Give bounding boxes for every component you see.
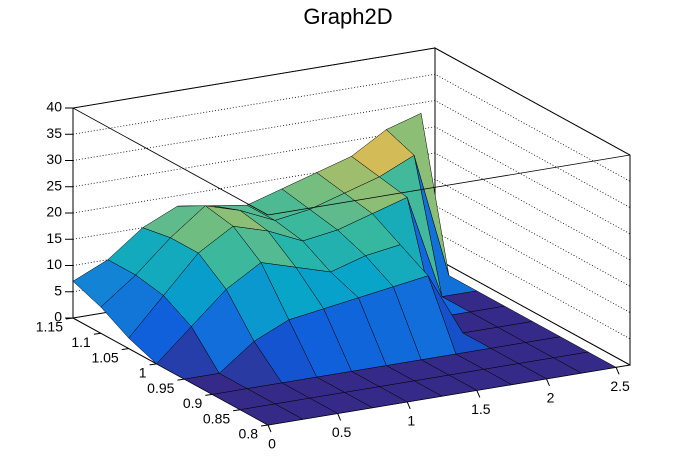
y-tick-label: 1.15 — [36, 319, 63, 335]
x-tick-label: 2 — [547, 390, 555, 406]
x-tick-label: 0 — [268, 436, 276, 452]
y-tick-label: 1 — [139, 365, 147, 381]
y-tick — [121, 348, 129, 351]
y-tick — [205, 393, 213, 396]
x-tick-label: 2.5 — [610, 378, 630, 394]
x-tick-label: 1.5 — [471, 401, 491, 417]
z-tick-label: 15 — [46, 230, 62, 246]
y-tick-label: 0.95 — [147, 380, 174, 396]
y-tick — [177, 378, 185, 381]
z-tick-label: 5 — [54, 282, 62, 298]
box-edge — [72, 107, 269, 216]
grid-line — [72, 100, 631, 208]
grid-line — [72, 152, 631, 261]
x-tick — [476, 390, 481, 398]
z-tick-label: 25 — [46, 177, 62, 193]
x-tick — [406, 401, 411, 410]
z-tick-label: 35 — [46, 125, 62, 141]
z-tick-label: 40 — [46, 99, 62, 115]
grid-line — [72, 73, 631, 182]
y-tick-label: 0.8 — [239, 426, 259, 442]
z-tick-label: 10 — [46, 256, 62, 272]
grid-line — [72, 47, 631, 156]
chart-title: Graph2D — [303, 4, 392, 29]
y-tick-label: 1.05 — [91, 349, 118, 365]
y-tick-label: 0.9 — [183, 395, 203, 411]
z-tick-label: 30 — [46, 151, 62, 167]
grid-line — [72, 178, 631, 287]
x-tick — [615, 367, 620, 375]
z-tick-label: 0 — [54, 309, 62, 325]
surface-cell — [239, 403, 304, 426]
x-tick-label: 0.5 — [332, 424, 352, 440]
y-tick — [260, 424, 269, 427]
y-tick — [93, 332, 101, 335]
y-tick — [233, 409, 241, 412]
x-tick — [267, 424, 272, 433]
y-tick-label: 0.85 — [203, 410, 230, 426]
z-tick-label: 20 — [46, 204, 62, 220]
y-tick — [65, 317, 74, 320]
x-tick — [546, 378, 550, 387]
x-tick-label: 1 — [407, 413, 415, 429]
grid-line — [72, 126, 631, 235]
x-tick — [337, 413, 342, 421]
box-edge — [267, 154, 631, 216]
y-tick — [149, 363, 157, 366]
y-tick-label: 1.1 — [71, 334, 91, 350]
